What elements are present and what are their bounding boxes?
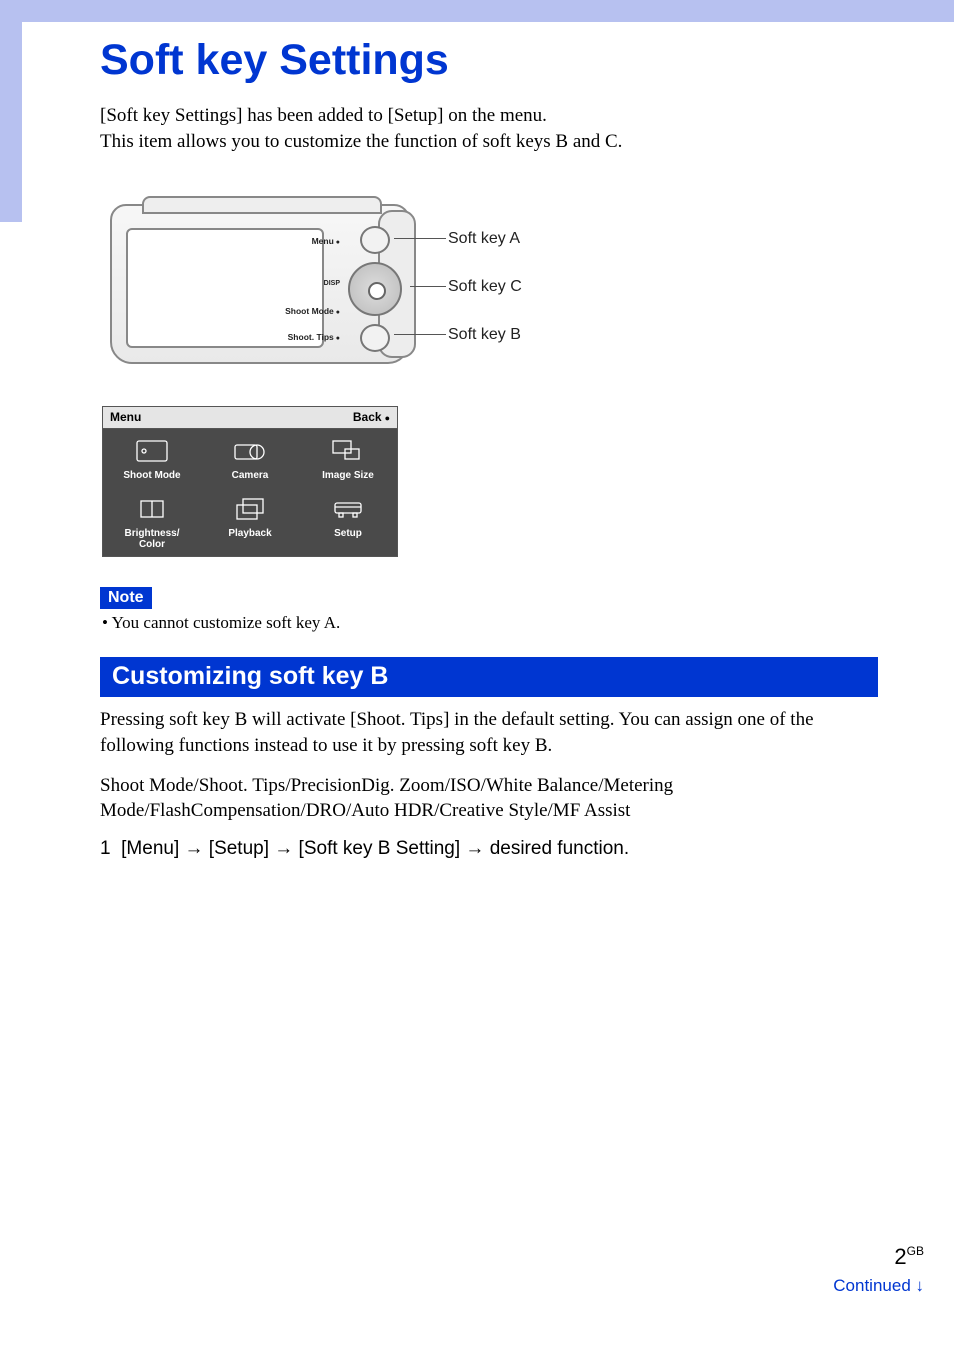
step-text: [Menu] → [Setup] → [Soft key B Setting] …	[121, 838, 629, 859]
page-title: Soft key Settings	[100, 36, 878, 85]
menu-panel: Menu Back Shoot Mode Camera Image Size	[102, 406, 398, 557]
intro-text: [Soft key Settings] has been added to [S…	[100, 103, 878, 154]
menu-item-label: Playback	[228, 528, 271, 539]
note-label: Note	[100, 587, 152, 609]
menu-item-shoot-mode: Shoot Mode	[103, 429, 201, 487]
callout-soft-key-b: Soft key B	[448, 326, 521, 344]
page-number: 2GB	[833, 1244, 924, 1270]
left-accent-bar	[0, 22, 22, 222]
menu-item-label: Brightness/ Color	[124, 528, 179, 550]
page-number-value: 2	[894, 1244, 906, 1269]
camera-top-plate	[142, 196, 382, 214]
camera-icon	[229, 437, 271, 465]
cam-label-shoot-tips: Shoot. Tips	[288, 332, 340, 342]
continued-indicator: Continued ↓	[833, 1276, 924, 1296]
top-accent-bar	[0, 0, 954, 22]
cam-label-disp: DISP	[324, 280, 340, 287]
menu-item-label: Image Size	[322, 470, 374, 481]
menu-item-camera: Camera	[201, 429, 299, 487]
shoot-mode-icon	[131, 437, 173, 465]
callout-line-c	[410, 286, 446, 287]
setup-icon	[327, 495, 369, 523]
menu-grid: Shoot Mode Camera Image Size Brightness/…	[103, 429, 397, 556]
section-heading: Customizing soft key B	[100, 657, 878, 697]
menu-title: Menu	[110, 410, 141, 424]
callout-soft-key-c: Soft key C	[448, 278, 522, 296]
playback-icon	[229, 495, 271, 523]
step-number: 1	[100, 838, 111, 859]
callout-line-b	[394, 334, 446, 335]
menu-item-label: Setup	[334, 528, 362, 539]
control-dial	[348, 262, 402, 316]
cam-label-shoot-mode: Shoot Mode	[285, 306, 340, 316]
menu-back: Back	[353, 410, 390, 424]
menu-item-label: Camera	[232, 470, 269, 481]
menu-item-label: Shoot Mode	[123, 470, 180, 481]
section-body-1: Pressing soft key B will activate [Shoot…	[100, 707, 878, 758]
camera-screen	[126, 228, 324, 348]
menu-item-playback: Playback	[201, 487, 299, 556]
menu-panel-header: Menu Back	[103, 407, 397, 429]
note-list: You cannot customize soft key A.	[102, 613, 878, 633]
menu-item-setup: Setup	[299, 487, 397, 556]
page-lang: GB	[907, 1244, 924, 1258]
image-size-icon	[327, 437, 369, 465]
page-footer: 2GB Continued ↓	[833, 1244, 924, 1296]
camera-figure: Menu DISP Shoot Mode Shoot. Tips Soft ke…	[100, 194, 640, 384]
step-1: 1 [Menu] → [Setup] → [Soft key B Setting…	[100, 838, 878, 860]
callout-line-a	[394, 238, 446, 239]
callout-soft-key-a: Soft key A	[448, 230, 520, 248]
section-body-2: Shoot Mode/Shoot. Tips/PrecisionDig. Zoo…	[100, 773, 878, 824]
menu-item-image-size: Image Size	[299, 429, 397, 487]
menu-item-brightness-color: Brightness/ Color	[103, 487, 201, 556]
camera-body: Menu DISP Shoot Mode Shoot. Tips	[110, 204, 410, 364]
page-content: Soft key Settings [Soft key Settings] ha…	[0, 22, 954, 860]
cam-label-menu: Menu	[312, 236, 340, 246]
brightness-icon	[131, 495, 173, 523]
note-item: You cannot customize soft key A.	[102, 613, 878, 633]
